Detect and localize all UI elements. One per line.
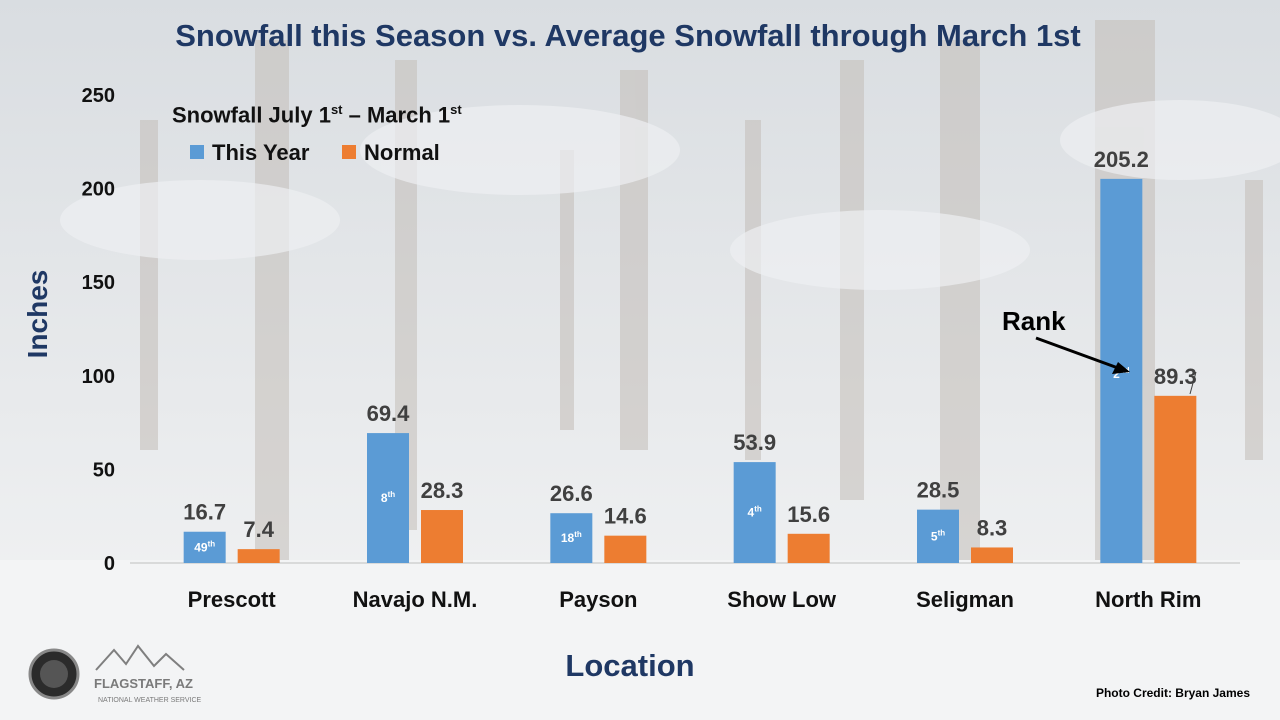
logo-text: FLAGSTAFF, AZ [94, 676, 193, 691]
logo-subtext: NATIONAL WEATHER SERVICE [98, 697, 202, 704]
bar-normal [971, 547, 1013, 563]
rank-label: 49th [194, 540, 215, 555]
y-tick-label: 150 [82, 272, 115, 294]
rank-arrow [1035, 336, 1119, 370]
rank-suffix: th [754, 505, 762, 514]
x-tick-label: Navajo N.M. [353, 587, 478, 612]
bar-this-year [733, 462, 776, 563]
data-label-normal: 15.6 [787, 502, 830, 527]
rank-number: 2 [1113, 367, 1120, 381]
y-tick-label: 0 [104, 553, 115, 575]
y-tick-label: 100 [82, 366, 115, 388]
y-tick-label: 250 [82, 85, 115, 107]
x-tick-label: Show Low [727, 587, 837, 612]
bar-this-year [367, 433, 409, 563]
data-label-this-year: 69.4 [367, 401, 411, 426]
y-tick-label: 50 [93, 459, 115, 481]
rank-suffix: th [574, 530, 582, 539]
x-tick-label: Prescott [188, 587, 277, 612]
legend-item-this-year: This Year [190, 140, 309, 166]
data-label-normal: 7.4 [243, 517, 274, 542]
legend-swatch-this-year [190, 145, 204, 159]
rank-number: 49 [194, 541, 208, 555]
rank-label: 8th [381, 490, 395, 505]
rank-suffix: th [938, 528, 946, 537]
data-label-this-year: 28.5 [917, 478, 960, 503]
data-label-normal: 14.6 [604, 504, 647, 529]
bar-normal [604, 535, 647, 563]
bar-this-year [550, 513, 593, 563]
x-tick-label: North Rim [1095, 587, 1201, 612]
bar-this-year [917, 509, 959, 563]
bar-normal [787, 533, 830, 563]
legend-item-normal: Normal [342, 140, 440, 166]
data-label-normal: 89.3 [1154, 364, 1197, 389]
rank-label: 5th [931, 528, 945, 543]
legend-label-normal: Normal [364, 140, 440, 165]
rank-annotation: Rank [1002, 306, 1066, 336]
bar-this-year [183, 531, 226, 563]
rank-number: 18 [561, 531, 575, 545]
data-label-this-year: 26.6 [550, 481, 593, 506]
data-label-normal: 28.3 [421, 478, 464, 503]
bar-normal [421, 510, 463, 563]
rank-arrowhead [1112, 362, 1130, 374]
rank-suffix: th [388, 490, 396, 499]
nws-flagstaff-logo: FLAGSTAFF, AZ NATIONAL WEATHER SERVICE [28, 644, 202, 704]
y-tick-label: 200 [82, 179, 115, 201]
x-axis-label: Location [565, 648, 695, 683]
x-tick-label: Payson [559, 587, 637, 612]
data-label-normal: 8.3 [977, 515, 1008, 540]
data-label-this-year: 205.2 [1094, 147, 1149, 172]
x-tick-label: Seligman [916, 587, 1014, 612]
legend-label-this-year: This Year [212, 140, 310, 165]
rank-number: 5 [931, 529, 938, 543]
rank-label: 18th [561, 530, 582, 545]
rank-label: 4th [748, 505, 762, 520]
rank-number: 8 [381, 491, 388, 505]
rank-number: 4 [748, 506, 755, 520]
data-label-this-year: 16.7 [183, 500, 226, 525]
data-label-this-year: 53.9 [733, 430, 776, 455]
legend-swatch-normal [342, 145, 356, 159]
legend-title: Snowfall July 1st – March 1st [172, 102, 462, 128]
chart-title: Snowfall this Season vs. Average Snowfal… [175, 18, 1081, 53]
photo-credit: Photo Credit: Bryan James [1095, 686, 1250, 700]
label-leader-line [1189, 371, 1197, 395]
bar-normal [1154, 395, 1197, 563]
rank-suffix: th [208, 540, 216, 549]
bar-normal [237, 549, 280, 563]
